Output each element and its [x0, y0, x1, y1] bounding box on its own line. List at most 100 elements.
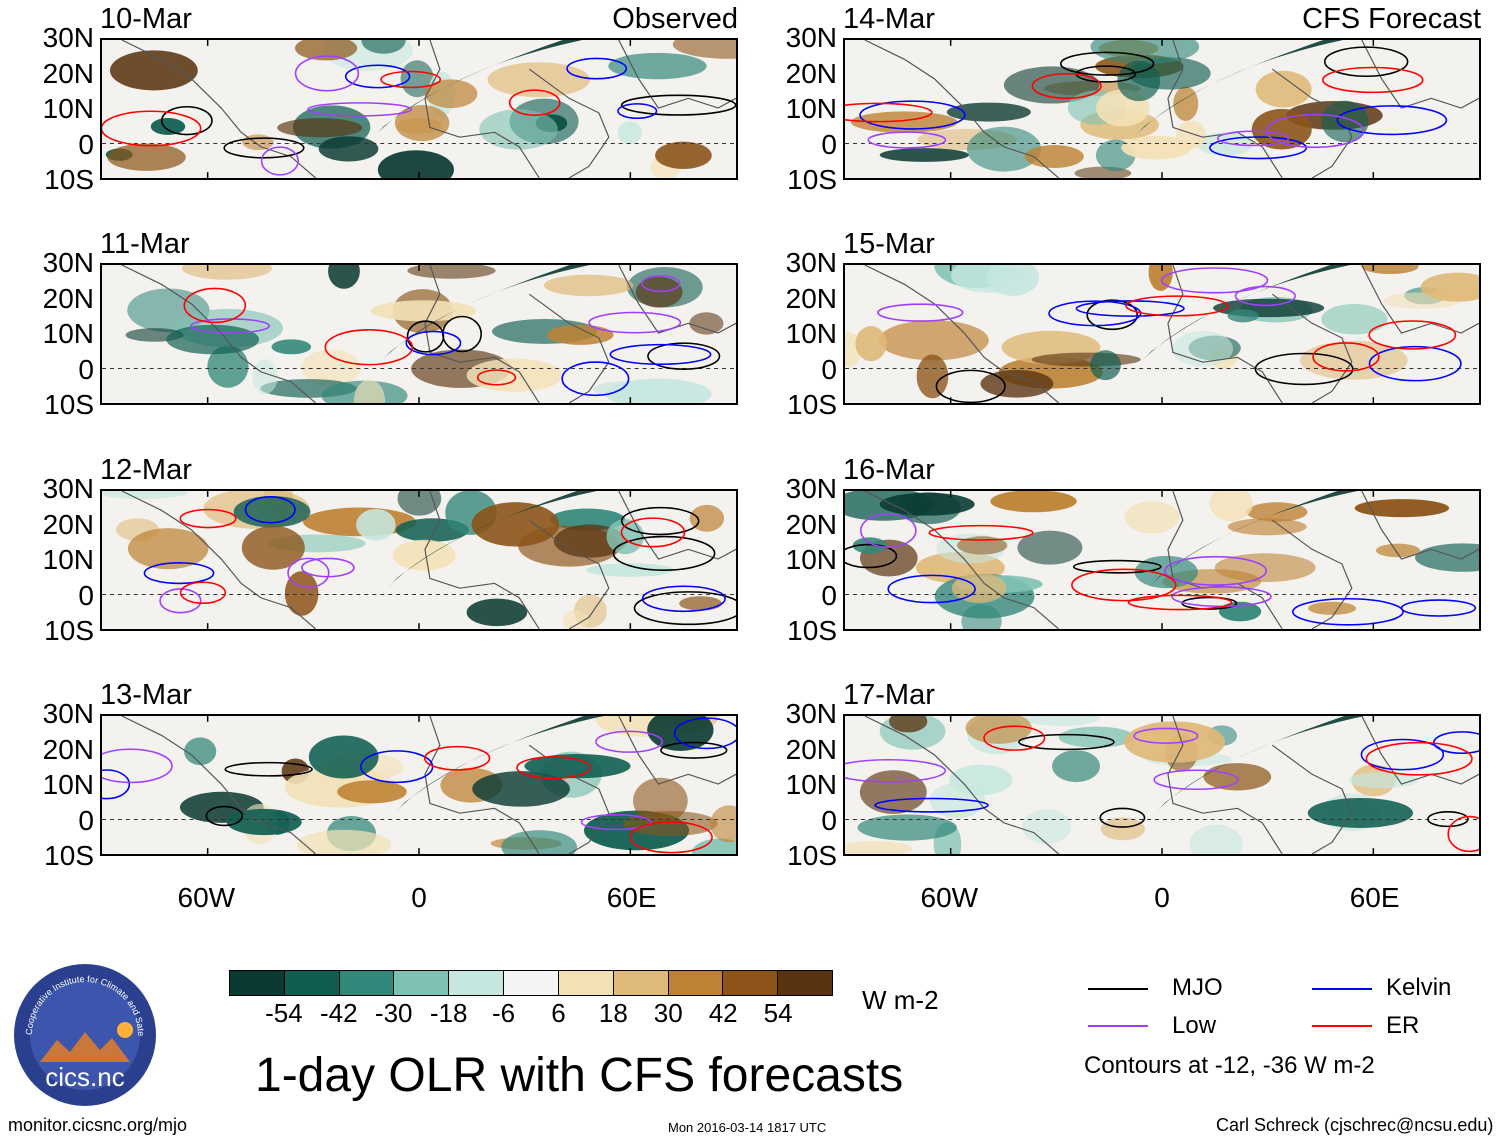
er-contour	[620, 517, 686, 548]
coastline	[1271, 744, 1353, 854]
olr-anomaly-patch	[394, 105, 450, 142]
colorbar-swatch	[558, 971, 614, 995]
olr-anomaly-patch	[1415, 543, 1479, 572]
coastline	[1361, 40, 1479, 109]
olr-anomaly-patch	[392, 539, 456, 571]
footer-url[interactable]: monitor.cicsnc.org/mjo	[8, 1115, 188, 1135]
lat-tick-label: 0	[78, 804, 94, 836]
er-contour	[928, 524, 1034, 541]
lat-tick-label: 30N	[42, 247, 94, 278]
mjo-contour	[1059, 51, 1155, 76]
olr-anomaly-patch	[296, 829, 391, 854]
olr-anomaly-patch	[127, 528, 209, 570]
colorbar-swatch	[284, 971, 340, 995]
er-contour	[179, 508, 237, 529]
olr-anomaly-patch	[549, 508, 626, 531]
olr-anomaly-patch	[1203, 763, 1272, 791]
olr-anomaly-patch	[987, 265, 1040, 296]
colorbar-units: W m-2	[862, 985, 939, 1015]
low-contour	[867, 131, 947, 149]
low-contour	[588, 311, 682, 334]
lat-tick-label: 20N	[42, 508, 94, 540]
lat-tick-label: 30N	[785, 698, 837, 729]
olr-anomaly-patch	[879, 148, 969, 162]
low-contour	[190, 318, 271, 334]
olr-anomaly-patch	[635, 276, 683, 308]
olr-anomaly-patch	[879, 492, 975, 516]
kelvin-contour	[1400, 599, 1477, 617]
olr-anomaly-patch	[1227, 518, 1307, 536]
mjo-contour	[223, 137, 305, 159]
lat-tick-label: 0	[821, 128, 837, 160]
er-contour	[179, 581, 227, 605]
olr-anomaly-patch	[1124, 721, 1226, 763]
olr-anomaly-patch	[361, 40, 406, 54]
lat-tick-label: 0	[821, 353, 837, 385]
contour-note: Contours at -12, -36 W m-2	[1084, 1052, 1375, 1079]
colorbar-swatch	[504, 971, 559, 995]
olr-anomaly-patch	[1121, 135, 1192, 160]
kelvin-contour	[1433, 731, 1479, 754]
mjo-contour	[845, 543, 898, 569]
low-contour	[1153, 769, 1239, 791]
logo-text: cics.nc	[45, 1062, 124, 1092]
olr-map	[100, 489, 738, 631]
kelvin-contour	[609, 343, 712, 366]
legend-swatch-kelvin	[1312, 988, 1372, 990]
kelvin-contour	[143, 562, 215, 585]
olr-anomaly-patch	[852, 537, 887, 554]
lat-tick-label: 10S	[44, 164, 94, 195]
olr-anomaly-patch	[277, 118, 363, 138]
legend-swatch-mjo	[1088, 988, 1148, 990]
olr-anomaly-patch	[1354, 499, 1450, 518]
lat-tick-label: 10N	[42, 93, 94, 124]
olr-anomaly-patch	[241, 525, 305, 570]
mjo-contour	[442, 315, 483, 353]
olr-anomaly-patch	[655, 141, 712, 170]
colorbar-tick-label: 6	[551, 998, 566, 1028]
lon-tick-label: 0	[1154, 882, 1170, 913]
olr-anomaly-patch	[1021, 716, 1100, 726]
kelvin-contour	[1291, 597, 1404, 626]
olr-anomaly-patch	[226, 808, 302, 836]
coastline	[1271, 519, 1353, 629]
mjo-contour	[620, 94, 736, 116]
olr-anomaly-patch	[689, 312, 724, 335]
colorbar-swatch	[613, 971, 669, 995]
mjo-contour	[1072, 559, 1162, 574]
er-contour	[102, 110, 202, 147]
olr-anomaly-patch	[855, 326, 887, 362]
olr-anomaly-patch	[647, 716, 714, 751]
olr-anomaly-patch	[1017, 530, 1083, 565]
olr-anomaly-patch	[1255, 70, 1312, 108]
olr-anomaly-patch	[353, 379, 386, 403]
mjo-contour	[620, 506, 700, 536]
footer-timestamp: Mon 2016-03-14 1817 UTC	[668, 1120, 827, 1135]
olr-anomaly-patch	[1227, 309, 1259, 323]
low-contour	[1133, 727, 1199, 744]
kelvin-contour	[102, 769, 131, 800]
coastline	[528, 68, 610, 178]
olr-anomaly-patch	[301, 349, 361, 387]
er-contour	[629, 821, 713, 854]
low-contour	[1234, 285, 1296, 307]
coastline	[618, 716, 736, 785]
lat-tick-label: 10S	[787, 840, 837, 871]
olr-anomaly-patch	[109, 50, 198, 91]
lat-tick-label: 20N	[42, 57, 94, 89]
olr-map	[100, 38, 738, 180]
panel-date: 10-Mar	[100, 3, 192, 35]
kelvin-contour	[1336, 105, 1448, 136]
coastline	[618, 40, 736, 109]
kelvin-contour	[1360, 738, 1445, 771]
coastline	[121, 265, 317, 403]
lat-tick-label: 20N	[42, 282, 94, 314]
coastline	[864, 716, 1060, 854]
lat-tick-label: 30N	[42, 473, 94, 504]
olr-map	[843, 38, 1481, 180]
mjo-contour	[660, 741, 728, 759]
coastline	[424, 40, 540, 178]
olr-anomaly-patch	[370, 300, 477, 322]
olr-anomaly-patch	[562, 610, 589, 629]
lat-tick-label: 10S	[787, 615, 837, 646]
